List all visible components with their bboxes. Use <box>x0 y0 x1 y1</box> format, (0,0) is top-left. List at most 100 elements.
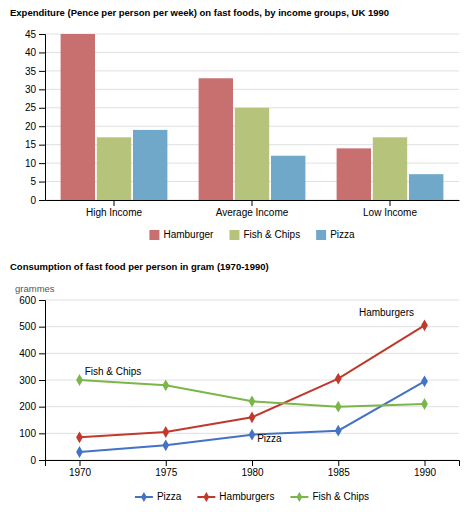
x-tick: 1980 <box>241 460 264 478</box>
marker <box>76 374 83 386</box>
x-tick: 1985 <box>328 460 351 478</box>
marker <box>249 411 256 423</box>
y-tick-label: 300 <box>19 375 36 386</box>
y-tick-mark <box>39 433 45 434</box>
chart-canvas: Expenditure (Pence per person per week) … <box>0 0 474 512</box>
bar <box>409 174 443 200</box>
x-tick-label: High Income <box>86 207 143 218</box>
y-tick: 300 <box>19 375 45 386</box>
y-tick: 25 <box>25 102 45 113</box>
x-tick-mark <box>252 200 253 206</box>
y-tick-label: 400 <box>19 348 36 359</box>
annotation: Fish & Chips <box>85 366 142 377</box>
y-tick: 0 <box>30 455 45 466</box>
y-tick: 200 <box>19 401 45 412</box>
plot-area <box>76 319 428 457</box>
x-tick: 1975 <box>155 460 178 478</box>
y-tick-mark <box>39 182 45 183</box>
x-tick-mark <box>338 460 339 466</box>
y-tick-mark <box>39 108 45 109</box>
y-axis-title: grammes <box>15 283 55 294</box>
y-axis-line <box>39 301 46 461</box>
bar-series <box>97 108 407 200</box>
legend-label: Hamburgers <box>219 491 274 502</box>
grid-line <box>45 300 459 301</box>
legend-item: Hamburger <box>149 229 214 240</box>
bar <box>271 156 305 200</box>
x-tick-label: Low Income <box>363 207 417 218</box>
legend-item: Fish & Chips <box>290 491 369 502</box>
legend-marker <box>296 492 302 502</box>
annotation: Hamburgers <box>359 307 414 318</box>
y-tick-label: 20 <box>25 121 37 132</box>
marker <box>335 401 342 413</box>
grid-line <box>45 34 459 35</box>
y-tick: 10 <box>25 158 45 169</box>
marker <box>421 375 428 387</box>
bar <box>235 108 269 200</box>
y-tick-label: 15 <box>25 139 37 150</box>
y-tick-mark <box>39 353 45 354</box>
legend-swatch <box>149 230 159 240</box>
y-tick-label: 200 <box>19 401 36 412</box>
y-tick-mark <box>39 52 45 53</box>
bar-series <box>133 130 443 200</box>
legend-label: Pizza <box>330 229 355 240</box>
x-axis: High IncomeAverage IncomeLow Income <box>46 200 460 218</box>
chart-title: Consumption of fast food per person in g… <box>10 261 269 272</box>
x-tick-mark <box>390 200 391 206</box>
x-tick-mark <box>166 460 167 466</box>
y-tick-label: 10 <box>25 158 37 169</box>
line <box>80 381 425 452</box>
x-tick: Low Income <box>363 200 417 218</box>
y-tick-mark <box>39 407 45 408</box>
x-tick-mark <box>114 200 115 206</box>
bar-series <box>61 34 371 200</box>
legend-label: Pizza <box>157 491 182 502</box>
y-tick-mark <box>39 89 45 90</box>
y-tick-label: 0 <box>30 195 36 206</box>
marker <box>335 425 342 437</box>
x-tick-mark <box>80 460 81 466</box>
line <box>80 380 425 407</box>
y-axis-line <box>39 35 46 201</box>
y-axis: 0 100 200 300 400 500 600 <box>19 295 45 466</box>
x-tick-label: 1985 <box>328 467 351 478</box>
legend: HamburgerFish & ChipsPizza <box>149 229 355 240</box>
legend-swatch <box>229 230 239 240</box>
x-tick-mark <box>252 460 253 466</box>
marker <box>335 373 342 385</box>
y-tick-mark <box>39 126 45 127</box>
grid <box>45 34 459 200</box>
y-tick-label: 30 <box>25 84 37 95</box>
y-tick-label: 100 <box>19 428 36 439</box>
marker <box>249 395 256 407</box>
y-tick: 30 <box>25 84 45 95</box>
y-tick-label: 500 <box>19 321 36 332</box>
y-tick-mark <box>39 460 45 461</box>
marker <box>249 429 256 441</box>
y-tick: 40 <box>25 47 45 58</box>
y-tick-label: 600 <box>19 295 36 306</box>
marker <box>162 379 169 391</box>
bar <box>373 137 407 200</box>
y-tick: 400 <box>19 348 45 359</box>
y-tick-label: 5 <box>30 176 36 187</box>
grid-line <box>45 326 459 327</box>
y-tick-label: 25 <box>25 102 37 113</box>
y-tick-label: 35 <box>25 66 37 77</box>
line-series <box>76 319 428 443</box>
annotations: Fish & Chips Pizza Hamburgers <box>85 307 414 444</box>
y-tick: 0 <box>30 195 45 206</box>
grid-line <box>45 380 459 381</box>
legend-item: Hamburgers <box>197 491 274 502</box>
line-chart: Consumption of fast food per person in g… <box>10 261 460 502</box>
line-series <box>76 374 428 412</box>
y-tick-mark <box>39 380 45 381</box>
legend-marker <box>203 492 209 502</box>
annotation: Pizza <box>257 433 282 444</box>
y-tick: 35 <box>25 66 45 77</box>
y-axis: 051015202530354045 <box>25 29 46 206</box>
legend: Pizza Hamburgers Fish & Chips <box>135 491 369 502</box>
marker <box>76 446 83 458</box>
